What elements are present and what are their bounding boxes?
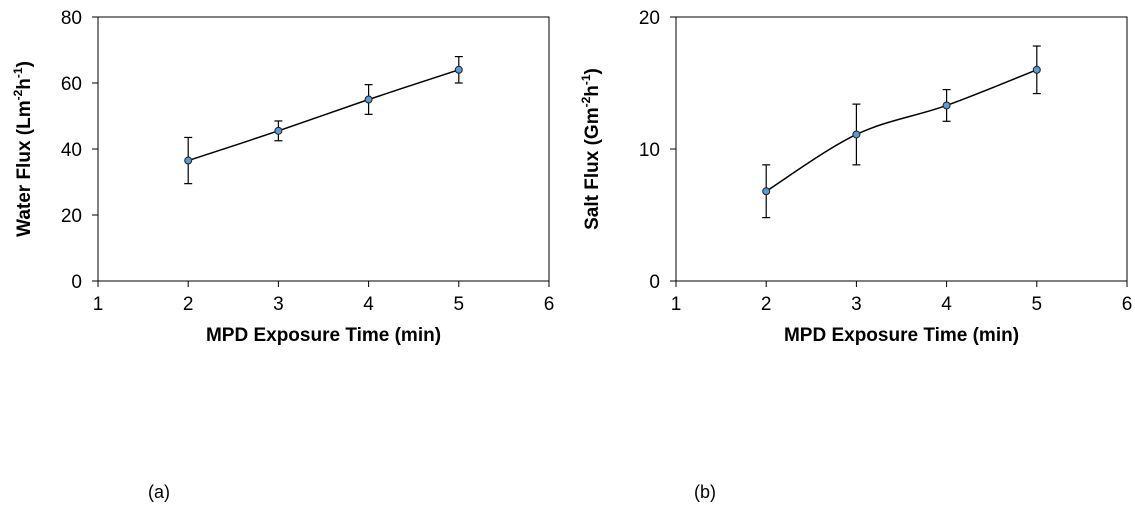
x-tick-label: 1 <box>671 294 682 315</box>
y-axis-label-sup2: -1 <box>579 74 593 85</box>
x-axis-label: MPD Exposure Time (min) <box>784 325 1019 346</box>
x-tick-label: 3 <box>273 294 284 315</box>
x-tick-label: 5 <box>454 294 465 315</box>
y-axis-label-base: Salt Flux (Gm <box>582 107 603 229</box>
series-line <box>765 69 1038 192</box>
y-tick-label: 10 <box>639 140 660 161</box>
y-tick-label: 80 <box>61 8 82 29</box>
x-tick-label: 4 <box>363 294 374 315</box>
data-point <box>762 187 771 196</box>
data-point <box>184 156 193 165</box>
x-tick-label: 2 <box>183 294 194 315</box>
x-tick-label: 3 <box>851 294 862 315</box>
x-tick-label: 2 <box>761 294 772 315</box>
y-axis-label-mid: h <box>582 85 603 97</box>
y-tick-label: 0 <box>649 272 660 293</box>
plot-area-frame <box>675 16 1128 282</box>
x-axis-label: MPD Exposure Time (min) <box>206 325 441 346</box>
panel-label-b: (b) <box>694 482 716 502</box>
y-tick-label: 20 <box>61 206 82 227</box>
y-axis-label-end: ) <box>582 68 603 74</box>
data-point <box>1032 65 1041 74</box>
data-point <box>364 95 373 104</box>
data-point <box>274 126 283 135</box>
x-tick-label: 6 <box>544 294 555 315</box>
y-axis-label-base: Water Flux (Lm <box>14 100 35 237</box>
x-tick-label: 6 <box>1122 294 1133 315</box>
series-line <box>187 69 460 162</box>
y-tick-label: 20 <box>639 8 660 29</box>
panel-label-a: (a) <box>148 482 170 502</box>
data-point <box>454 65 463 74</box>
y-axis-label: Water Flux (Lm-2h-1) <box>11 61 35 237</box>
data-point <box>852 130 861 139</box>
y-axis-label-mid: h <box>14 78 35 90</box>
x-tick-label: 4 <box>941 294 952 315</box>
y-tick-label: 0 <box>71 272 82 293</box>
plot-area-frame <box>97 16 550 282</box>
y-tick-label: 60 <box>61 74 82 95</box>
y-axis-label-sup1: -2 <box>11 89 25 100</box>
salt-flux-chart: 1 2 3 4 5 6 0 10 20 MPD Exposure Time (min) Salt F… <box>579 8 1133 346</box>
x-tick-label: 1 <box>93 294 104 315</box>
y-axis-label-sup1: -2 <box>579 96 593 107</box>
y-axis-label-sup2: -1 <box>11 67 25 78</box>
data-point <box>942 101 951 110</box>
y-axis-label-end: ) <box>14 61 35 67</box>
x-tick-label: 5 <box>1032 294 1043 315</box>
y-axis-label: Salt Flux (Gm-2h-1) <box>579 68 603 230</box>
y-tick-label: 40 <box>61 140 82 161</box>
